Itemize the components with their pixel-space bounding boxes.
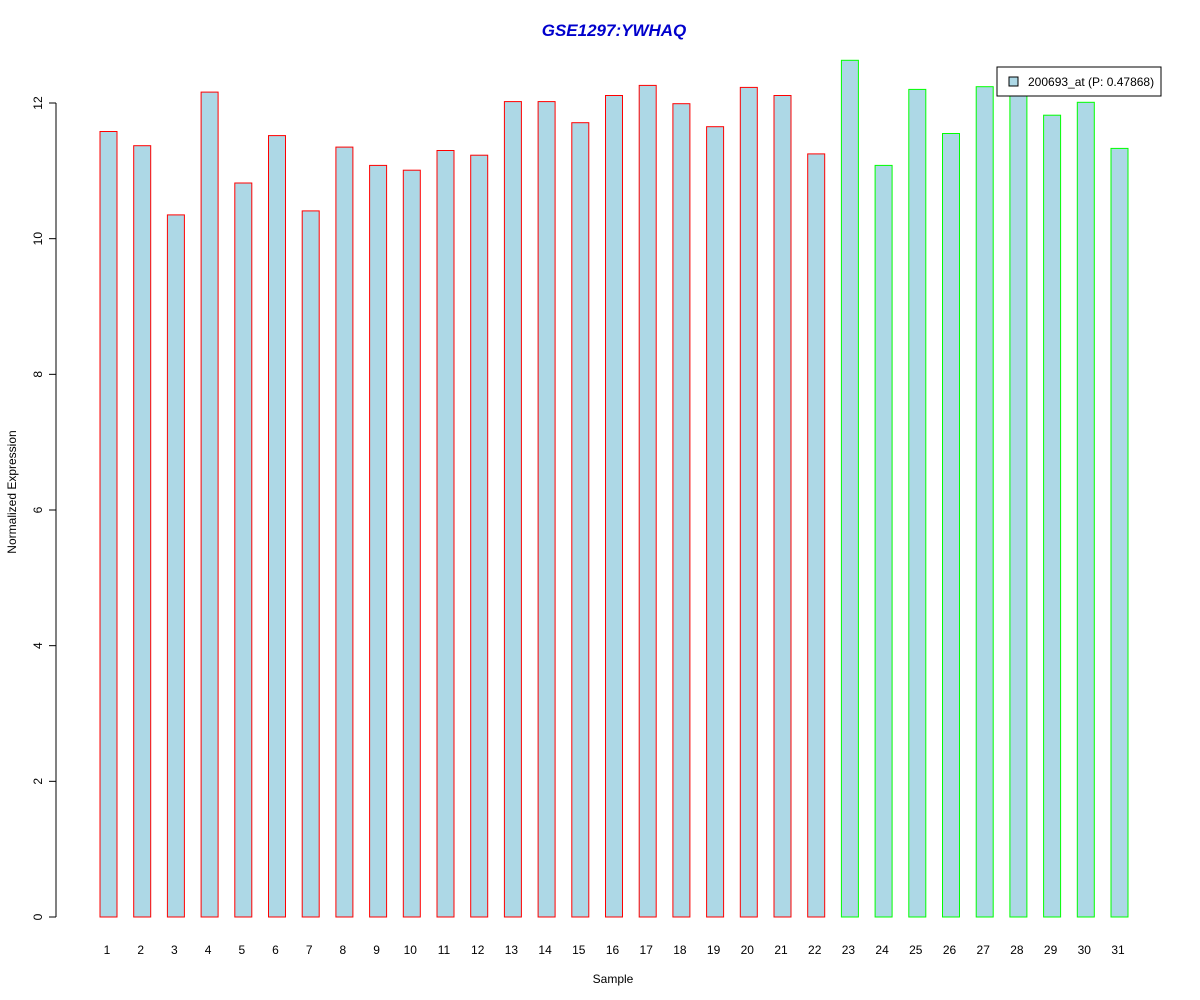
bar (234, 182, 253, 918)
bar (807, 153, 826, 918)
x-tick-label: 22 (808, 943, 822, 957)
x-tick-label: 5 (238, 943, 245, 957)
x-tick-label: 3 (171, 943, 178, 957)
bar (1009, 94, 1028, 918)
x-tick-label: 26 (943, 943, 957, 957)
x-tick-label: 12 (471, 943, 485, 957)
x-tick-label: 19 (707, 943, 721, 957)
bar (436, 150, 455, 918)
y-tick-label: 8 (31, 371, 45, 378)
bar (605, 95, 623, 918)
y-tick-label: 0 (31, 913, 45, 920)
x-tick-label: 1 (104, 943, 111, 957)
x-tick-label: 15 (572, 943, 586, 957)
bar (1043, 114, 1062, 918)
bar (672, 103, 691, 918)
x-tick-labels: 1 2 3 4 5 6 7 8 9 10 11 12 13 14 15 16 17 18 19 20 21 22 23 24 2… (104, 943, 1125, 957)
y-axis-label: Normalized Expression (5, 430, 19, 553)
bar (503, 101, 522, 918)
x-tick-label: 18 (673, 943, 687, 957)
y-tick-label: 4 (31, 642, 45, 649)
y-tick-label: 10 (31, 232, 45, 246)
bar (975, 86, 994, 918)
bar (369, 164, 388, 918)
y-axis: 0 2 4 6 8 10 12 (31, 96, 57, 920)
x-tick-label: 23 (842, 943, 856, 957)
bars-group (99, 59, 1129, 918)
y-tick-label: 2 (31, 778, 45, 785)
x-axis-label: Sample (593, 972, 634, 986)
x-tick-label: 28 (1010, 943, 1024, 957)
bar (402, 169, 421, 918)
x-tick-label: 17 (640, 943, 654, 957)
x-tick-label: 14 (538, 943, 552, 957)
x-tick-label: 6 (272, 943, 279, 957)
bar (874, 164, 893, 918)
x-tick-label: 29 (1044, 943, 1058, 957)
x-tick-label: 2 (137, 943, 144, 957)
x-tick-label: 30 (1078, 943, 1092, 957)
x-tick-label: 21 (774, 943, 788, 957)
x-tick-label: 20 (741, 943, 755, 957)
chart-title: GSE1297:YWHAQ (542, 21, 687, 40)
legend-label: 200693_at (P: 0.47868) (1028, 75, 1154, 89)
bar (537, 101, 556, 918)
bar (942, 133, 960, 918)
x-tick-label: 11 (438, 943, 451, 957)
bar (470, 154, 489, 918)
bar (908, 88, 927, 918)
bar (739, 86, 758, 918)
bar (706, 126, 725, 918)
bar (166, 214, 185, 918)
bar (335, 146, 354, 918)
bar (1110, 147, 1129, 918)
bar (268, 135, 286, 918)
bar (200, 91, 219, 918)
x-tick-label: 13 (505, 943, 519, 957)
bar (638, 84, 657, 918)
x-tick-label: 16 (606, 943, 620, 957)
bar (99, 131, 118, 918)
x-tick-label: 25 (909, 943, 923, 957)
y-tick-label: 12 (31, 96, 45, 110)
y-tick-label: 6 (31, 506, 45, 513)
x-tick-label: 7 (306, 943, 313, 957)
bar (301, 210, 320, 918)
bar (773, 95, 792, 918)
bar (1076, 101, 1095, 918)
legend: 200693_at (P: 0.47868) (996, 66, 1162, 97)
bar (133, 145, 152, 918)
x-tick-label: 24 (875, 943, 889, 957)
x-tick-label: 27 (977, 943, 991, 957)
bar (840, 59, 859, 918)
x-tick-label: 8 (340, 943, 347, 957)
x-tick-label: 10 (404, 943, 418, 957)
legend-box (996, 66, 1162, 97)
x-tick-label: 31 (1111, 943, 1125, 957)
legend-swatch (1008, 76, 1019, 87)
bar (571, 122, 590, 918)
x-tick-label: 9 (373, 943, 380, 957)
x-tick-label: 4 (205, 943, 212, 957)
